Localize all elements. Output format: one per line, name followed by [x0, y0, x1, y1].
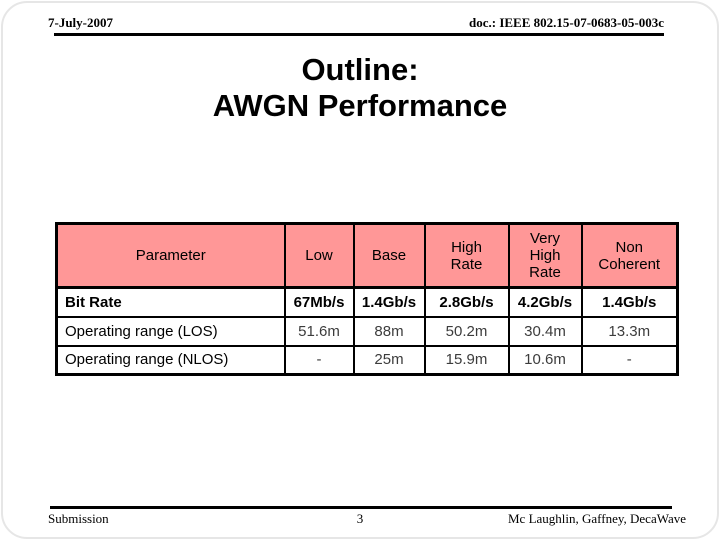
- cell-bit-rate-very-high-rate: 4.2Gb/s: [507, 286, 583, 318]
- column-header-low: Low: [283, 222, 355, 289]
- slide-header: 7-July-2007 doc.: IEEE 802.15-07-0683-05…: [48, 15, 664, 31]
- cell-range-los-low: 51.6m: [283, 315, 355, 347]
- cell-range-nlos-high-rate: 15.9m: [423, 344, 510, 376]
- cell-range-los-base: 88m: [352, 315, 426, 347]
- table-row-range-los: Operating range (LOS) 51.6m 88m 50.2m 30…: [55, 315, 679, 347]
- footer-page-number: 3: [356, 511, 364, 526]
- row-label-bit-rate: Bit Rate: [55, 286, 286, 318]
- cell-range-nlos-low: -: [283, 344, 355, 376]
- row-label-range-nlos: Operating range (NLOS): [55, 344, 286, 376]
- slide-footer: Submission 3 Mc Laughlin, Gaffney, DecaW…: [0, 511, 720, 529]
- title-line-2: AWGN Performance: [212, 88, 508, 123]
- cell-bit-rate-base: 1.4Gb/s: [352, 286, 426, 318]
- footer-authors: Mc Laughlin, Gaffney, DecaWave: [508, 511, 686, 526]
- column-header-very-high-rate: Very High Rate: [507, 222, 583, 289]
- title-line-1: Outline:: [301, 52, 419, 87]
- footer-divider-line: [50, 506, 672, 509]
- page-title: Outline: AWGN Performance: [0, 52, 720, 124]
- table-row-range-nlos: Operating range (NLOS) - 25m 15.9m 10.6m…: [55, 344, 679, 376]
- column-header-non-coherent: Non Coherent: [580, 222, 679, 289]
- footer-submission-label: Submission: [48, 511, 109, 526]
- header-date: 7-July-2007: [48, 15, 113, 30]
- table-row-bit-rate: Bit Rate 67Mb/s 1.4Gb/s 2.8Gb/s 4.2Gb/s …: [55, 286, 679, 318]
- cell-bit-rate-high-rate: 2.8Gb/s: [423, 286, 510, 318]
- cell-range-los-very-high-rate: 30.4m: [507, 315, 583, 347]
- header-divider-line: [54, 33, 664, 36]
- row-label-range-los: Operating range (LOS): [55, 315, 286, 347]
- performance-table: Parameter Low Base High Rate Very High R…: [55, 222, 679, 376]
- cell-range-los-non-coherent: 13.3m: [580, 315, 679, 347]
- cell-bit-rate-non-coherent: 1.4Gb/s: [580, 286, 679, 318]
- column-header-base: Base: [352, 222, 426, 289]
- cell-bit-rate-low: 67Mb/s: [283, 286, 355, 318]
- column-header-high-rate: High Rate: [423, 222, 510, 289]
- cell-range-los-high-rate: 50.2m: [423, 315, 510, 347]
- cell-range-nlos-base: 25m: [352, 344, 426, 376]
- header-doc-number: doc.: IEEE 802.15-07-0683-05-003c: [469, 15, 664, 30]
- column-header-parameter: Parameter: [55, 222, 286, 289]
- table-header-row: Parameter Low Base High Rate Very High R…: [55, 222, 679, 289]
- cell-range-nlos-very-high-rate: 10.6m: [507, 344, 583, 376]
- cell-range-nlos-non-coherent: -: [580, 344, 679, 376]
